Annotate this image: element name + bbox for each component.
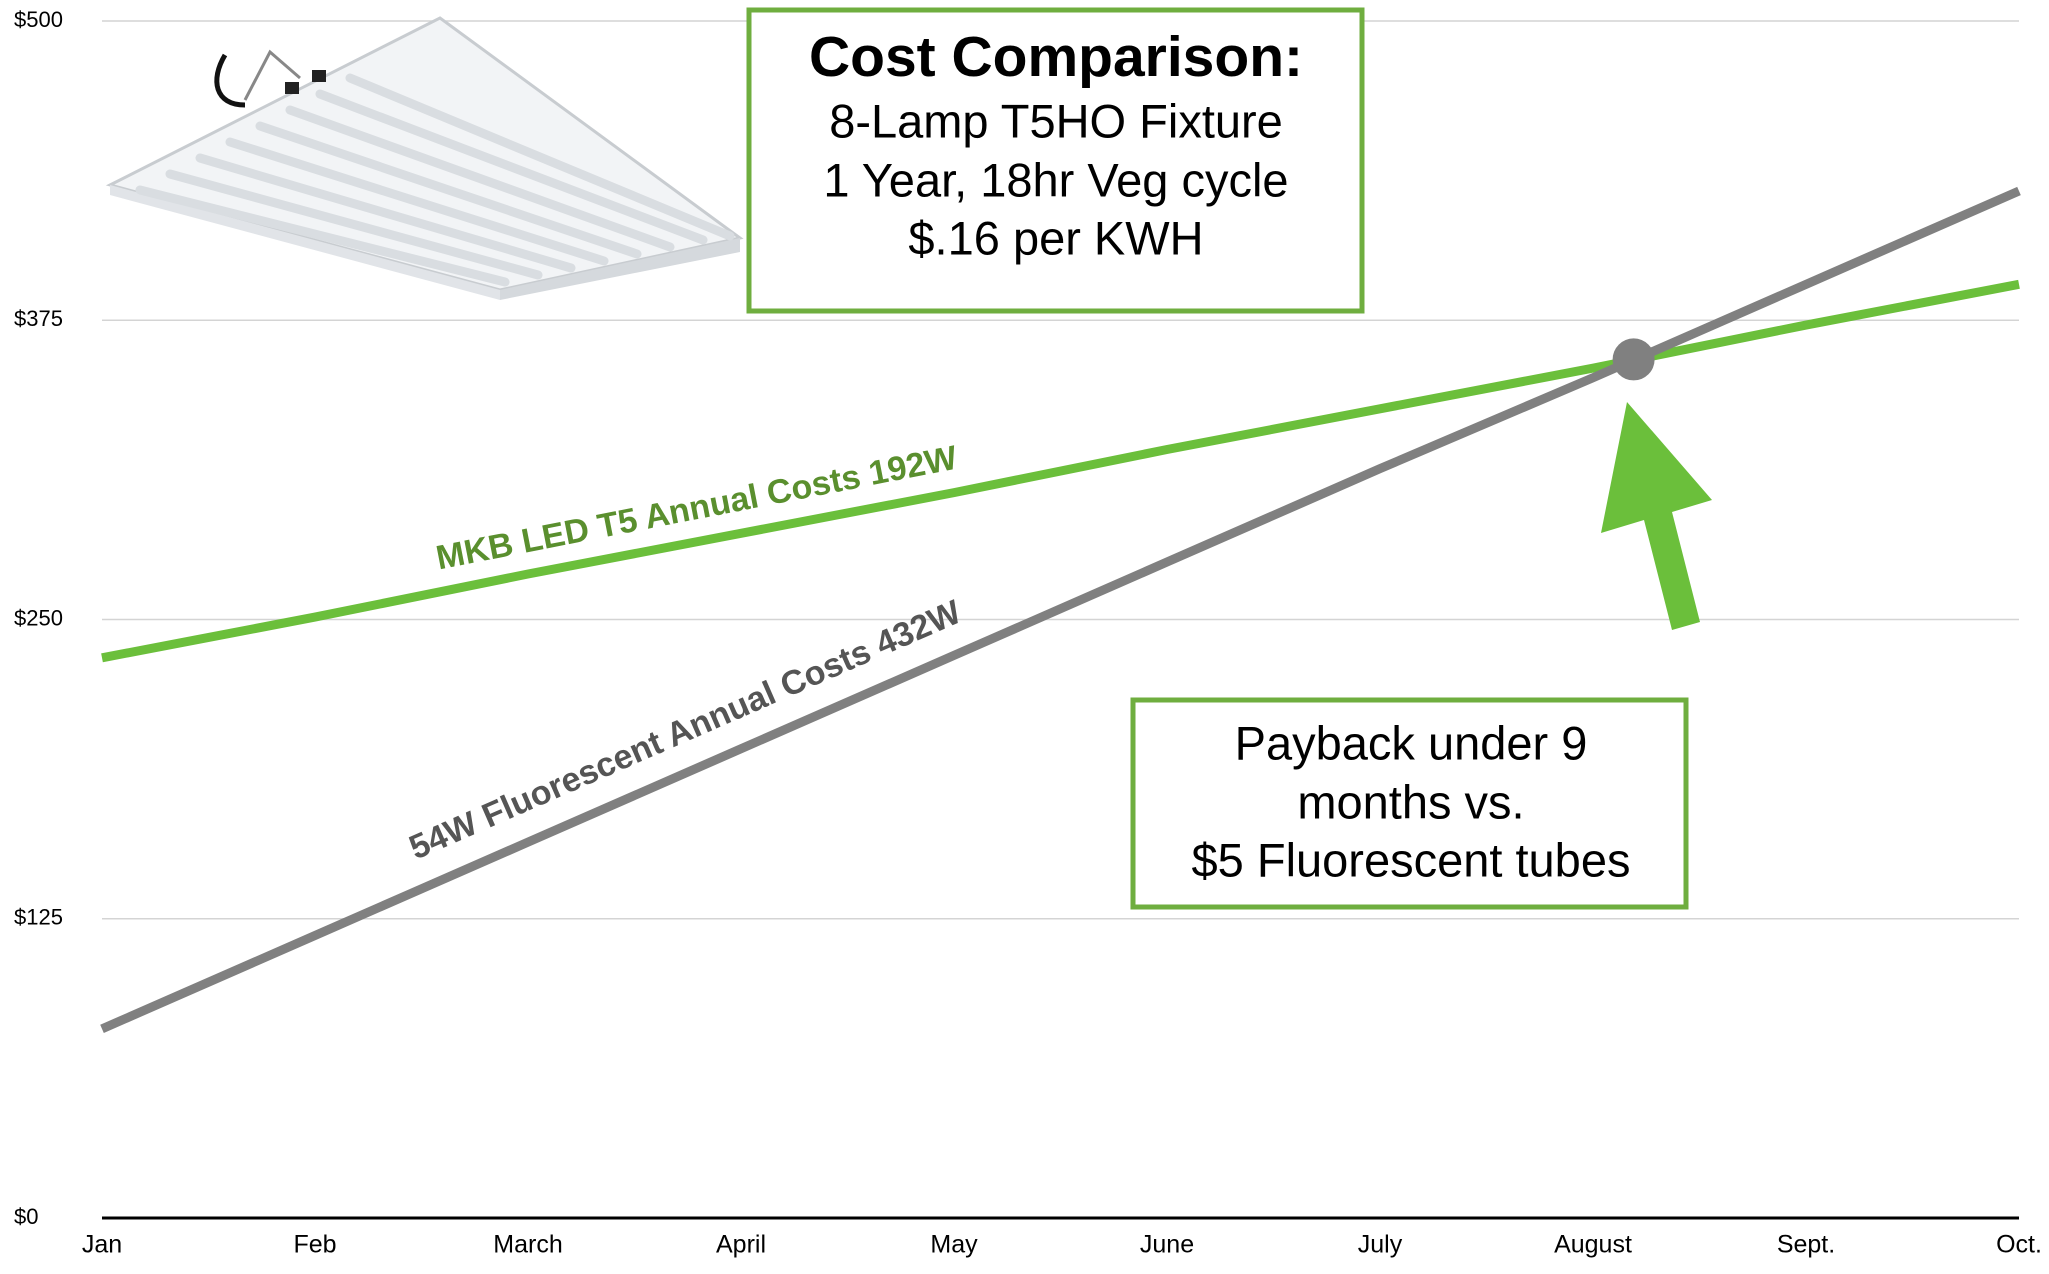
subtitle: 8-Lamp T5HO Fixture	[829, 94, 1283, 147]
legend-label: 54W Fluorescent Annual Costs 432W	[404, 593, 968, 868]
annotation: Payback under 9	[1235, 716, 1588, 769]
chart: $0 $125 $250 $375 $500 Cost Comparison: 8-La…	[0, 0, 2049, 1274]
x-tick-label: July	[1358, 1231, 1403, 1259]
series-line	[102, 191, 2019, 1029]
x-tick-label: Sept.	[1777, 1231, 1835, 1259]
x-tick-label: Oct.	[1996, 1231, 2042, 1259]
annotation: $5 Fluorescent tubes	[1192, 833, 1631, 886]
arrow	[1601, 402, 1712, 630]
y-tick-label: $250	[14, 605, 63, 630]
x-tick-label: April	[716, 1231, 766, 1259]
annotation: months vs.	[1297, 775, 1524, 828]
x-tick-label: August	[1554, 1231, 1632, 1259]
subtitle: 1 Year, 18hr Veg cycle	[823, 153, 1288, 206]
intersection-dot	[1613, 338, 1655, 380]
fixture-illustration	[110, 18, 740, 300]
x-tick-label: Jan	[82, 1231, 122, 1259]
series-line	[102, 284, 2019, 657]
x-tick-label: May	[930, 1231, 978, 1259]
x-tick-label: Feb	[293, 1231, 336, 1259]
y-tick-label: $500	[14, 7, 63, 32]
y-tick-label: $0	[14, 1204, 38, 1229]
x-tick-label: March	[493, 1231, 562, 1259]
chart-title: Cost Comparison:	[809, 25, 1303, 89]
x-tick-label: June	[1140, 1231, 1194, 1259]
subtitle: $.16 per KWH	[908, 211, 1203, 264]
y-tick-label: $375	[14, 306, 63, 331]
y-tick-label: $125	[14, 905, 63, 930]
